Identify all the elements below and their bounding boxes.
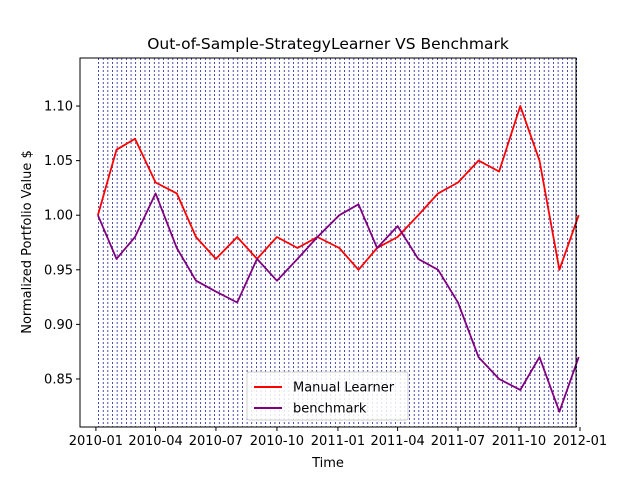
y-tick-label: 1.00 [44, 209, 73, 224]
y-tick-label: 0.90 [44, 318, 73, 333]
x-tick-label: 2011-10 [492, 434, 546, 449]
x-tick-label: 2012-01 [553, 434, 607, 449]
series-line-0 [97, 105, 580, 271]
legend-label: benchmark [293, 402, 367, 417]
x-tick-label: 2010-07 [189, 434, 243, 449]
chart-title: Out-of-Sample-StrategyLearner VS Benchma… [147, 35, 509, 53]
x-tick-label: 2010-10 [250, 434, 304, 449]
x-axis-title: Time [311, 456, 344, 471]
legend: Manual Learner benchmark [246, 371, 409, 421]
legend-box [246, 371, 409, 421]
x-tick-label: 2010-04 [128, 434, 182, 449]
x-axis: 2010-01 2010-04 2010-07 2010-10 2011-01 2011-… [69, 427, 607, 449]
y-tick-label: 0.85 [44, 372, 73, 387]
y-tick-label: 1.05 [44, 154, 73, 169]
x-tick-label: 2010-01 [69, 434, 123, 449]
x-tick-label: 2011-01 [311, 434, 365, 449]
y-tick-label: 0.95 [44, 263, 73, 278]
series-line-1 [97, 192, 580, 413]
trade-markers [98, 58, 578, 427]
y-tick-label: 1.10 [44, 100, 73, 115]
plot-frame [79, 57, 577, 428]
x-tick-label: 2011-04 [370, 434, 424, 449]
series-lines [97, 105, 580, 413]
legend-label: Manual Learner [293, 381, 395, 396]
y-axis: 0.85 0.90 0.95 1.00 1.05 1.10 [44, 100, 80, 387]
x-tick-label: 2011-07 [431, 434, 485, 449]
y-axis-title: Normalized Portfolio Value $ [20, 150, 35, 334]
